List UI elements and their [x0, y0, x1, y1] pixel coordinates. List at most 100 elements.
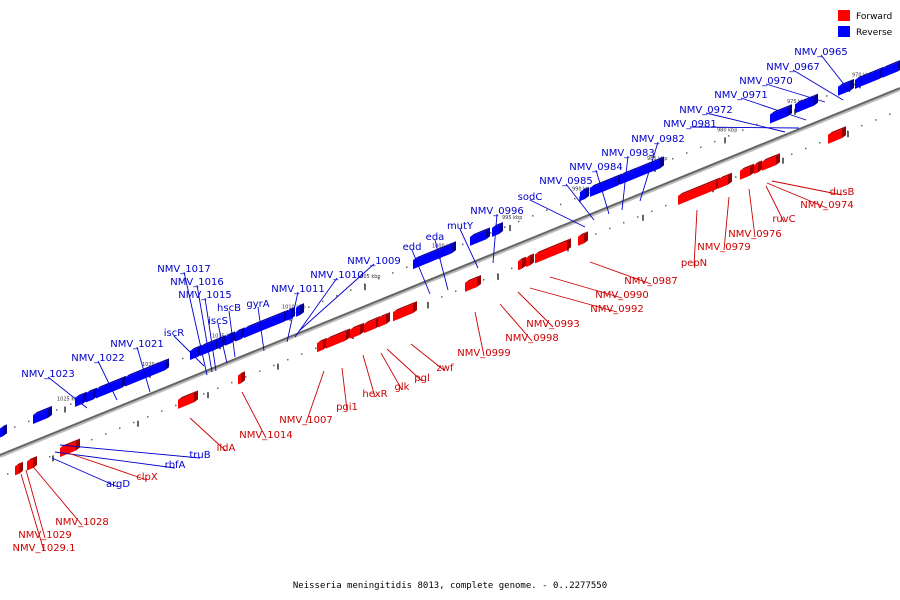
gene-side-face: [300, 303, 304, 316]
gene-top-face: [75, 391, 87, 398]
reverse-gene: [444, 241, 456, 257]
gene-side-face: [842, 126, 846, 139]
reverse-gene: [604, 173, 622, 192]
forward-track-dot: [511, 267, 513, 270]
gene-label-sodc: sodC: [518, 192, 586, 228]
gene-top-face: [590, 179, 608, 188]
reverse-track-dot: [504, 226, 506, 228]
leader-line: [51, 457, 119, 488]
reverse-track-dot: [826, 95, 828, 97]
gene-label-nmv-1015: NMV_1015: [178, 290, 232, 372]
leader-line: [228, 310, 236, 358]
reverse-gene: [882, 60, 900, 78]
forward-gene: [578, 231, 588, 246]
forward-track-dot: [245, 376, 247, 378]
leader-line: [474, 311, 485, 357]
gene-label: zwf: [437, 363, 454, 374]
gene-label-nmv-0972: NMV_0972: [679, 105, 786, 133]
leader-line: [529, 287, 618, 313]
leader-line: [25, 469, 46, 539]
forward-track-dot: [273, 364, 275, 367]
gene-label: iscS: [208, 316, 228, 327]
gene-label: hexR: [362, 389, 387, 400]
gene-label: NMV_1009: [347, 256, 400, 267]
forward-track-dot: [651, 210, 653, 213]
reverse-track-dot: [546, 209, 548, 211]
gene-front-face: [578, 234, 584, 246]
gene-side-face: [413, 301, 417, 314]
forward-track-dot: [623, 221, 625, 224]
gene-label-nmv-0965: NMV_0965: [794, 47, 851, 93]
gene-top-face: [492, 222, 503, 228]
gene-top-face: [620, 156, 664, 176]
gene-front-face: [620, 159, 660, 185]
reverse-track-dot: [70, 403, 72, 405]
gene-label-nmv-1021: NMV_1021: [110, 339, 164, 393]
legend-reverse-label: Reverse: [856, 28, 893, 38]
leader-line: [705, 112, 786, 133]
gene-front-face: [518, 259, 522, 271]
gene-top-face: [244, 309, 288, 330]
forward-track-dot: [91, 438, 93, 441]
gene-label-hscb: hscB: [217, 303, 241, 358]
gene-label: NMV_0967: [766, 62, 819, 73]
gene-label-nmv-1009: NMV_1009: [298, 256, 401, 332]
forward-track-dot: [133, 421, 135, 424]
gene-top-face: [754, 160, 762, 166]
gene-side-face: [758, 160, 762, 173]
gene-label-eda: eda: [426, 232, 449, 291]
reverse-track-dot: [14, 426, 16, 428]
forward-gene: [518, 256, 526, 271]
gene-label: argD: [106, 479, 130, 490]
forward-track-dot: [735, 176, 737, 178]
gene-front-face: [235, 330, 241, 342]
gene-front-face: [178, 393, 194, 409]
leader-line: [693, 209, 698, 267]
legend-forward-label: Forward: [856, 12, 892, 22]
gene-front-face: [0, 427, 3, 438]
gene-side-face: [48, 405, 52, 418]
gene-label: NMV_1011: [271, 284, 324, 295]
leader-line: [67, 452, 148, 481]
gene-label-edd: edd: [403, 242, 431, 295]
reverse-gene: [580, 186, 589, 201]
gene-front-face: [286, 309, 291, 321]
gene-front-face: [190, 347, 198, 361]
forward-gene: [326, 328, 350, 349]
leader-line: [241, 391, 267, 439]
gene-top-face: [810, 93, 818, 99]
gene-label: NMV_0996: [470, 206, 523, 217]
gene-side-face: [241, 371, 245, 384]
gene-side-face: [360, 322, 364, 335]
gene-label-clpx: clpX: [67, 452, 158, 483]
gene-side-face: [750, 163, 754, 176]
leader-line: [771, 180, 843, 196]
leader-line: [380, 352, 403, 391]
gene-top-face: [678, 177, 720, 197]
gene-label-iscs: iscS: [208, 316, 228, 364]
leader-line: [748, 188, 756, 238]
gene-side-face: [522, 256, 526, 269]
gene-side-face: [788, 104, 792, 117]
gene-side-face: [584, 231, 588, 244]
gene-label: NMV_0979: [697, 242, 750, 253]
scale-tick-label: 990 kbp: [572, 186, 592, 192]
gene-label-pgi1: pgi1: [336, 367, 358, 413]
gene-side-face: [499, 222, 503, 235]
gene-front-face: [526, 256, 530, 268]
gene-front-face: [828, 129, 842, 144]
forward-track-dot: [315, 347, 317, 350]
reverse-track-dot: [854, 83, 856, 86]
gene-label: NMV_0990: [595, 290, 648, 301]
gene-label: NMV_0970: [739, 76, 792, 87]
gene-top-face: [350, 322, 364, 330]
forward-track-dot: [441, 296, 443, 298]
forward-track-dot: [287, 358, 289, 361]
gene-top-face: [718, 172, 732, 180]
gene-top-face: [86, 387, 97, 394]
reverse-gene: [225, 331, 235, 346]
legend-forward-swatch: [838, 10, 850, 21]
reverse-track-dot: [462, 243, 464, 246]
gene-label: NMV_0971: [714, 90, 767, 101]
forward-track-dot: [203, 393, 205, 395]
